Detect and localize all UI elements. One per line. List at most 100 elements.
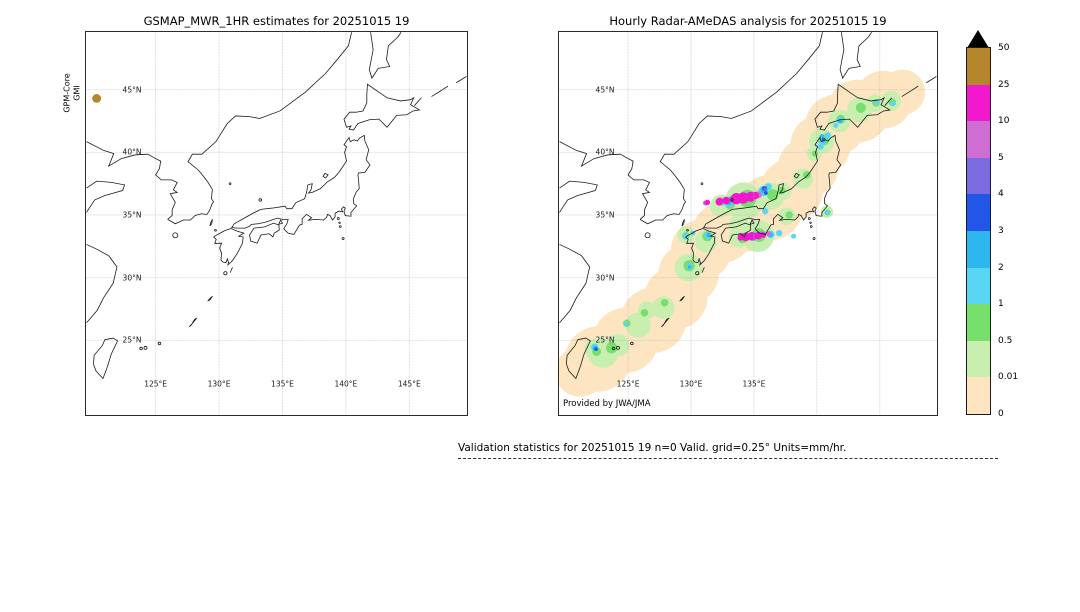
island [337, 217, 339, 219]
coastline [682, 219, 685, 226]
precip-blob [751, 191, 759, 200]
coastline [214, 229, 244, 265]
precip-blob [855, 102, 866, 113]
lon-tick-label: 125°E [616, 379, 640, 389]
colorbar-band [967, 157, 990, 195]
colorbar-band [967, 340, 990, 378]
precip-blob [660, 298, 669, 307]
colorbar-tick-label: 10 [998, 116, 1010, 127]
island [339, 226, 341, 228]
coastline [148, 154, 177, 219]
colorbar-band [967, 84, 990, 122]
colorbar-band [967, 48, 990, 85]
grid-layer [86, 32, 467, 415]
island [810, 222, 812, 224]
coastline [566, 338, 590, 378]
precip-blob [722, 196, 731, 205]
precip-blob [706, 232, 711, 238]
lat-tick-label: 40°N [595, 147, 615, 157]
colorbar-tick-label: 0.5 [998, 335, 1013, 346]
precip-blob [874, 99, 880, 105]
lon-tick-label: 125°E [144, 379, 168, 389]
precip-blob [625, 312, 651, 338]
lat-tick-label: 25°N [595, 335, 615, 345]
colorbar-band [967, 194, 990, 231]
precip-blob [92, 94, 102, 103]
coastline [702, 267, 704, 272]
coastline [210, 219, 213, 226]
island [701, 183, 703, 185]
precip-blob [754, 231, 763, 240]
island [808, 217, 810, 219]
colorbar-band [967, 377, 990, 414]
colorbar-tick-label: 50 [998, 43, 1010, 53]
coastline [560, 142, 621, 166]
precip-blob [640, 308, 649, 317]
coastline [840, 32, 871, 78]
island [631, 342, 634, 345]
radar-map-canvas [559, 32, 937, 415]
island [259, 199, 262, 202]
precip-blob [623, 321, 629, 327]
colorbar-tick-label: 1 [998, 299, 1004, 310]
precip-blob [817, 143, 824, 150]
coastline [208, 296, 213, 301]
coastline [279, 220, 283, 224]
coastline [344, 84, 419, 130]
coastline [168, 32, 352, 224]
colorbar-band [967, 267, 990, 305]
lon-tick-label: 130°E [207, 379, 231, 389]
coastline [926, 76, 936, 82]
validation-caption: Validation statistics for 20251015 19 n=… [458, 442, 998, 459]
island [617, 346, 620, 349]
coastline [431, 86, 447, 96]
colorbar-band [967, 230, 990, 268]
precip-blob [819, 134, 824, 138]
colorbar-tick-label: 0 [998, 409, 1004, 419]
precip-blob [833, 122, 839, 128]
precip-blob [811, 150, 819, 157]
island [342, 238, 344, 240]
precip-blob [791, 233, 797, 239]
island [813, 238, 815, 240]
precip-blob [825, 209, 831, 215]
coastline [414, 98, 421, 106]
precip-blob [606, 342, 618, 354]
island [339, 222, 341, 224]
island [645, 233, 650, 238]
precip-blob [824, 132, 831, 139]
island [224, 272, 227, 275]
precip-blob [785, 211, 793, 219]
lat-tick-label: 30°N [595, 273, 615, 283]
coastline [640, 32, 822, 224]
precip-blob [890, 100, 896, 107]
island [696, 272, 699, 275]
precip-blob [802, 171, 811, 179]
island [612, 347, 615, 350]
precip-blob [594, 347, 598, 351]
colorbar-tick-label: 5 [998, 152, 1004, 163]
lat-tick-label: 40°N [122, 147, 142, 157]
precip-blob [763, 191, 768, 195]
lon-tick-label: 135°E [271, 379, 294, 389]
coastline [721, 223, 751, 243]
precip-blob [760, 232, 767, 238]
coastline [750, 220, 754, 224]
island [215, 229, 217, 231]
coastline [456, 76, 466, 82]
colorbar-tick-label: 4 [998, 189, 1004, 200]
island [158, 342, 161, 345]
island [810, 226, 812, 228]
lat-tick-label: 35°N [595, 210, 615, 220]
colorbar: 0 0.01 0.5 1 2 3 4 5 10 25 50 [966, 30, 1042, 422]
lat-tick-label: 45°N [122, 85, 142, 95]
data-credit: Provided by JWA/JMA [563, 399, 651, 409]
precip-layer [92, 94, 102, 103]
lon-tick-label: 130°E [679, 379, 703, 389]
island [144, 346, 147, 349]
coastline [230, 267, 232, 272]
precip-blob [763, 187, 767, 191]
island [229, 183, 231, 185]
precip-blob [715, 198, 724, 206]
